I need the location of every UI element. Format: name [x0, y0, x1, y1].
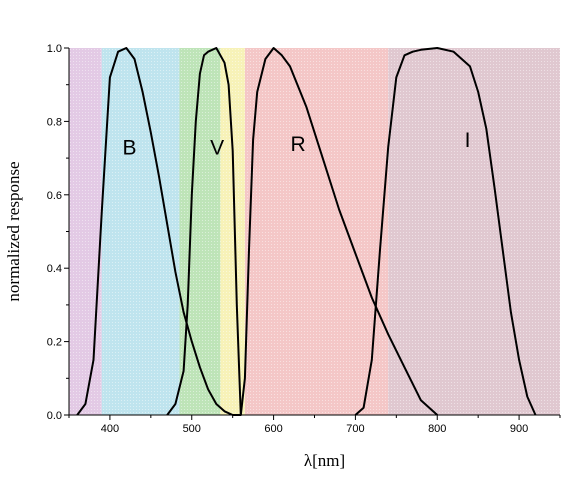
band-label-B: B: [123, 136, 137, 159]
x-tick-labels: 400 500 600 700 800 900: [101, 423, 529, 435]
curve-B: [76, 47, 241, 416]
y-tick-labels: 0.0 0.2 0.4 0.6 0.8 1.0: [47, 43, 62, 422]
curve-R: [232, 47, 438, 416]
x-tick-label-700: 700: [346, 423, 364, 435]
band-label-V: V: [210, 136, 224, 159]
curve-I: [354, 47, 537, 416]
y-tick-label-1: 0.2: [47, 337, 62, 349]
response-curves: [76, 47, 537, 416]
x-tick-label-400: 400: [101, 423, 119, 435]
x-tick-label-800: 800: [428, 423, 446, 435]
y-tick-label-5: 1.0: [47, 43, 62, 55]
y-tick-label-2: 0.4: [47, 263, 62, 275]
tick-marks: [64, 47, 561, 420]
dot-texture-overlay: [69, 48, 560, 415]
y-tick-label-3: 0.6: [47, 190, 62, 202]
y-axis-title: normalized response: [4, 161, 23, 301]
x-axis-title: λ[nm]: [304, 451, 345, 470]
y-tick-label-0: 0.0: [47, 410, 62, 422]
curve-V: [166, 47, 242, 416]
x-tick-label-600: 600: [264, 423, 282, 435]
band-label-R: R: [291, 133, 306, 156]
x-tick-label-500: 500: [183, 423, 201, 435]
y-tick-label-4: 0.8: [47, 116, 62, 128]
x-tick-label-900: 900: [510, 423, 528, 435]
band-label-I: I: [465, 129, 471, 152]
